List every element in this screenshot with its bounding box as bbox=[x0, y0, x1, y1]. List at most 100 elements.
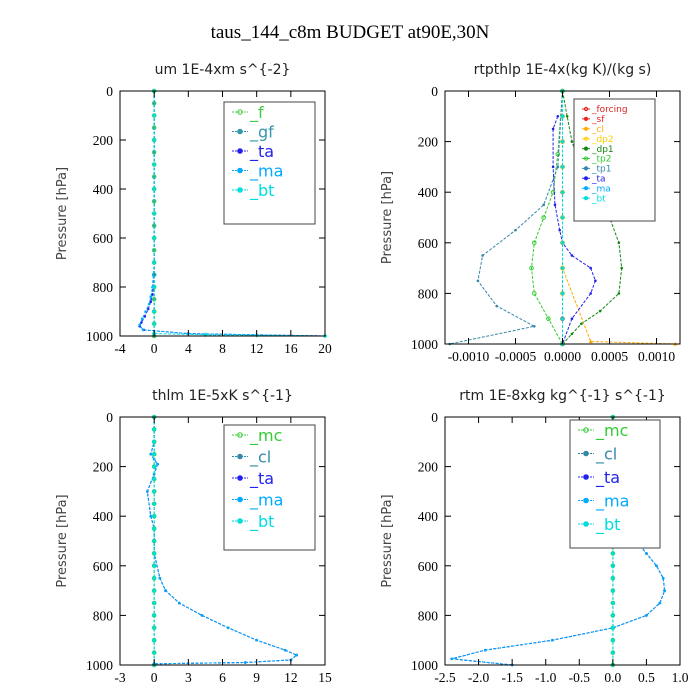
legend-box bbox=[223, 101, 316, 225]
legend-marker bbox=[583, 136, 589, 141]
data-point bbox=[565, 115, 569, 118]
legend-marker bbox=[237, 128, 243, 135]
data-point bbox=[283, 648, 287, 652]
data-point bbox=[151, 476, 157, 482]
legend-entry-ta: _ta bbox=[582, 175, 606, 185]
page-title: taus_144_c8m BUDGET at90E,30N bbox=[210, 22, 490, 43]
legend-entry-tp1: _tp1 bbox=[582, 165, 611, 175]
legend-label: _mc bbox=[595, 421, 628, 441]
data-point bbox=[151, 501, 157, 507]
legend-marker bbox=[583, 474, 589, 480]
x-tick-label: -1.0 bbox=[535, 670, 557, 685]
data-point bbox=[542, 203, 545, 207]
data-point bbox=[620, 266, 624, 270]
legend-entry-f: _f bbox=[232, 103, 264, 123]
data-point bbox=[533, 324, 536, 328]
y-tick-label: 200 bbox=[93, 460, 114, 475]
chart-panel-4: rtm 1E-8xkg kg^{-1} s^{-1} Pressure [hPa]… bbox=[380, 388, 689, 685]
data-point bbox=[560, 164, 565, 170]
x-tick-label: 4 bbox=[185, 341, 192, 356]
legend-entry-ma: _ma bbox=[578, 491, 629, 511]
data-point bbox=[598, 309, 602, 313]
data-point bbox=[551, 165, 555, 169]
x-tick-label: 0.0010 bbox=[638, 349, 675, 364]
legend-marker bbox=[237, 518, 243, 524]
data-point bbox=[149, 295, 153, 299]
data-point bbox=[146, 490, 149, 493]
data-point bbox=[588, 339, 593, 344]
data-point bbox=[149, 300, 153, 304]
data-point bbox=[226, 626, 230, 630]
legend-marker bbox=[237, 475, 243, 481]
legend-label: _mc bbox=[249, 426, 282, 446]
data-point bbox=[560, 139, 565, 145]
data-point bbox=[556, 165, 560, 169]
x-tick-label: 0.0 bbox=[604, 670, 621, 685]
data-point bbox=[560, 316, 565, 322]
data-point bbox=[658, 601, 662, 605]
x-tick-label: 6 bbox=[219, 670, 226, 685]
data-point bbox=[661, 576, 665, 580]
legend-marker bbox=[583, 106, 589, 112]
data-point bbox=[151, 426, 157, 432]
legend-entry-ma: _ma bbox=[232, 490, 283, 510]
legend-label: _ma bbox=[249, 490, 283, 510]
x-tick-label: 0.5 bbox=[638, 670, 655, 685]
y-tick-label: 800 bbox=[93, 280, 114, 295]
legend-entry-sf: _sf bbox=[582, 115, 605, 125]
data-point bbox=[151, 637, 157, 643]
legend-marker bbox=[237, 109, 243, 115]
y-tick-label: 1000 bbox=[86, 329, 113, 344]
series-line bbox=[146, 417, 298, 665]
data-point bbox=[589, 266, 592, 270]
y-tick-label: 600 bbox=[418, 559, 439, 574]
legend-label: _cl bbox=[595, 444, 617, 464]
legend-marker bbox=[583, 186, 589, 191]
data-point bbox=[295, 653, 298, 657]
y-axis-label: Pressure [hPa] bbox=[380, 494, 395, 587]
x-tick-label: -0.5 bbox=[569, 670, 591, 685]
series-tp1 bbox=[448, 89, 564, 346]
data-point bbox=[610, 550, 616, 556]
data-point bbox=[556, 115, 560, 118]
legend-entry-gf: _gf bbox=[232, 122, 274, 142]
y-tick-label: 1000 bbox=[411, 658, 438, 673]
legend-label: _f bbox=[249, 103, 264, 123]
data-point bbox=[151, 538, 157, 544]
data-point bbox=[151, 235, 157, 241]
x-tick-label: -0.0005 bbox=[495, 349, 537, 364]
legend-marker bbox=[583, 116, 589, 122]
legend-marker bbox=[583, 427, 589, 433]
legend-entry-cl: _cl bbox=[232, 447, 271, 467]
data-point bbox=[151, 625, 157, 631]
data-point bbox=[560, 290, 565, 296]
legend-label: _dp1 bbox=[591, 145, 614, 155]
series-ma bbox=[146, 415, 298, 667]
y-tick-label: 800 bbox=[93, 608, 114, 623]
data-point bbox=[151, 296, 157, 302]
chart-panel-1: um 1E-4xm s^{-2} Pressure [hPa] -4 0 4 8 12 16 2… bbox=[55, 62, 332, 356]
data-point bbox=[589, 292, 592, 295]
data-point bbox=[147, 302, 151, 306]
legend-marker bbox=[583, 166, 589, 171]
x-tick-label: 20 bbox=[318, 341, 332, 356]
legend-label: _bt bbox=[249, 512, 274, 532]
data-point bbox=[610, 588, 616, 594]
legend-label: _ta bbox=[595, 468, 620, 488]
data-point bbox=[546, 316, 551, 322]
legend-entry-ta: _ta bbox=[232, 142, 274, 162]
data-point bbox=[151, 162, 157, 167]
data-point bbox=[151, 451, 157, 457]
legend-label: _ma bbox=[595, 491, 629, 511]
data-point bbox=[560, 240, 565, 246]
data-point bbox=[151, 563, 157, 569]
data-point bbox=[663, 589, 666, 592]
x-tick-label: -0.0010 bbox=[448, 349, 490, 364]
data-point bbox=[151, 550, 157, 556]
data-point bbox=[450, 657, 454, 661]
legend-marker bbox=[583, 176, 589, 181]
legend-marker bbox=[583, 521, 589, 527]
legend: _f_gf_ta_ma_bt bbox=[223, 101, 316, 225]
data-point bbox=[144, 310, 147, 313]
data-point bbox=[151, 247, 157, 253]
